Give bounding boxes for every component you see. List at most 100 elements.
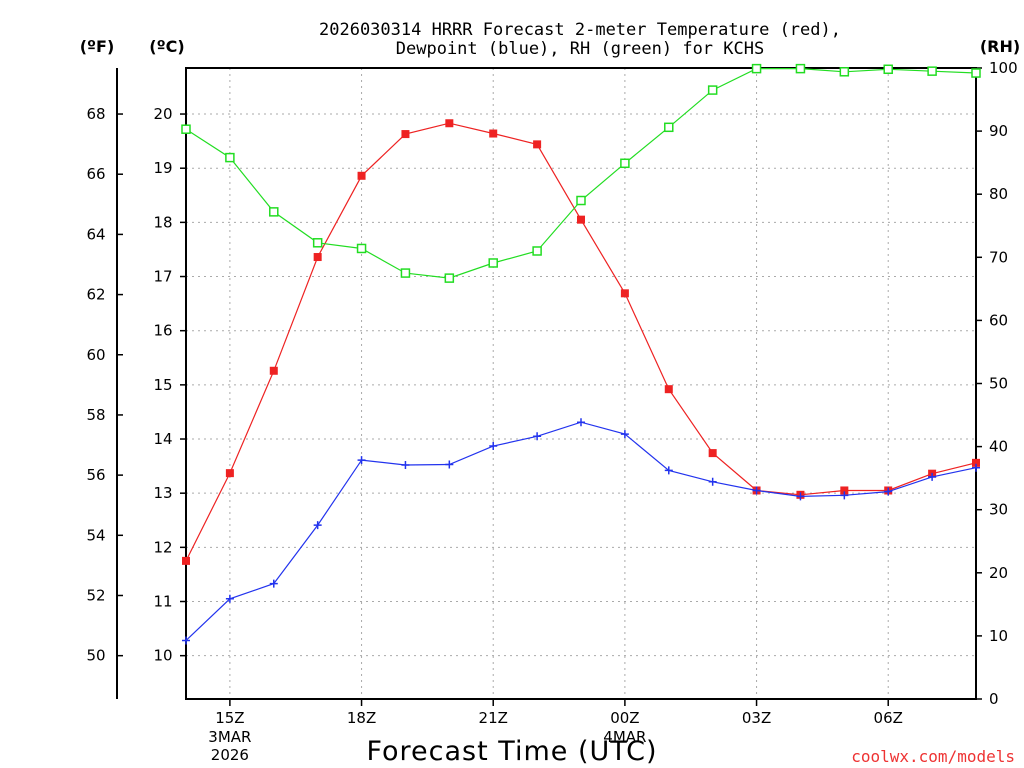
dewpoint-point: [752, 486, 761, 495]
celsius-tick-label: 10: [153, 647, 172, 665]
rh-tick-label: 90: [989, 122, 1008, 140]
x-tick-label: 21Z: [479, 709, 508, 727]
fahrenheit-tick-label: 62: [86, 286, 105, 304]
fahrenheit-tick-label: 50: [86, 647, 105, 665]
dewpoint-point: [928, 472, 937, 481]
celsius-tick-label: 16: [153, 322, 172, 340]
x-tick-date: 4MAR: [603, 728, 646, 746]
rh-point: [839, 67, 850, 77]
temperature-point: [577, 215, 585, 224]
rh-point: [488, 258, 498, 268]
rh-unit-label: (RH): [980, 37, 1020, 56]
temperature-point: [313, 253, 322, 262]
rh-point: [576, 195, 586, 206]
rh-point: [883, 64, 893, 75]
fahrenheit-tick-label: 60: [86, 346, 105, 364]
celsius-tick-label: 12: [153, 538, 172, 556]
temperature-point: [489, 129, 498, 138]
rh-point: [444, 273, 455, 283]
dewpoint-point: [796, 492, 805, 501]
dewpoint-line: [185, 421, 977, 641]
rh-point: [225, 152, 235, 163]
series: [181, 63, 981, 645]
temperature-line: [185, 122, 977, 562]
dewpoint-point: [401, 461, 410, 470]
rh-point: [312, 238, 323, 248]
dewpoint-point: [577, 418, 585, 427]
rh-point: [400, 268, 411, 278]
dewpoint-point: [269, 579, 278, 588]
x-tick-year: 2026: [211, 746, 249, 764]
celsius-tick-label: 15: [153, 376, 172, 394]
plot-frame: [185, 67, 977, 700]
temperature-point: [840, 486, 849, 495]
dewpoint-point: [664, 466, 673, 475]
celsius-tick-label: 20: [153, 105, 172, 123]
temperature-point: [401, 130, 410, 139]
rh-tick-label: 10: [989, 627, 1008, 645]
celsius-tick-label: 11: [153, 593, 172, 611]
dewpoint-point: [620, 430, 629, 439]
celsius-tick-label: 17: [153, 268, 172, 286]
temperature-point: [445, 119, 454, 128]
x-tick-date: 3MAR: [208, 728, 251, 746]
temperature-point: [225, 469, 234, 478]
rh-point: [664, 122, 674, 133]
temperature-point: [664, 385, 673, 394]
rh-tick-label: 40: [989, 438, 1008, 456]
temperature-point: [620, 289, 629, 298]
rh-point: [356, 243, 367, 254]
rh-tick-label: 70: [989, 248, 1008, 266]
fahrenheit-tick-label: 58: [86, 406, 105, 424]
rh-point: [181, 124, 191, 134]
rh-tick-label: 60: [989, 311, 1008, 329]
rh-tick-label: 20: [989, 564, 1008, 582]
dewpoint-point: [840, 491, 849, 500]
grid: [186, 68, 976, 699]
credit-text: coolwx.com/models: [851, 747, 1015, 766]
celsius-tick-label: 19: [153, 159, 172, 177]
temperature-point: [269, 366, 278, 375]
fahrenheit-unit-label: (ºF): [80, 37, 115, 56]
dewpoint-point: [225, 594, 234, 603]
celsius-unit-label: (ºC): [149, 37, 184, 56]
fahrenheit-tick-label: 56: [86, 466, 105, 484]
rh-tick-label: 50: [989, 375, 1008, 393]
x-tick-label: 00Z: [610, 709, 639, 727]
dewpoint-point: [708, 477, 717, 486]
rh-point: [795, 63, 806, 74]
fahrenheit-tick-label: 66: [86, 165, 105, 183]
dewpoint-point: [489, 442, 498, 451]
rh-point: [927, 66, 937, 76]
temperature-point: [533, 140, 542, 149]
rh-point: [707, 85, 718, 95]
x-tick-label: 03Z: [742, 709, 771, 727]
x-axis-label: Forecast Time (UTC): [366, 736, 657, 767]
dewpoint-point: [972, 463, 980, 472]
celsius-tick-label: 13: [153, 484, 172, 502]
rh-tick-label: 0: [989, 690, 999, 708]
rh-point: [971, 68, 981, 78]
temperature-point: [972, 458, 980, 467]
dewpoint-point: [313, 521, 322, 530]
celsius-tick-label: 14: [153, 430, 172, 448]
fahrenheit-tick-label: 54: [86, 526, 105, 544]
dewpoint-point: [357, 456, 366, 465]
fahrenheit-tick-label: 52: [86, 586, 105, 604]
dewpoint-point: [884, 487, 893, 496]
chart-title-line-2: Dewpoint (blue), RH (green) for KCHS: [396, 39, 764, 59]
rh-point: [751, 63, 762, 74]
x-tick-label: 18Z: [347, 709, 376, 727]
dewpoint-point: [182, 636, 190, 645]
rh-point: [620, 158, 630, 169]
celsius-tick-label: 18: [153, 213, 172, 231]
x-tick-label: 06Z: [874, 709, 903, 727]
temperature-point: [182, 556, 190, 565]
fahrenheit-tick-label: 68: [86, 105, 105, 123]
fahrenheit-tick-label: 64: [86, 225, 105, 243]
temperature-point: [708, 449, 717, 458]
dewpoint-point: [533, 432, 542, 441]
rh-tick-label: 30: [989, 501, 1008, 519]
